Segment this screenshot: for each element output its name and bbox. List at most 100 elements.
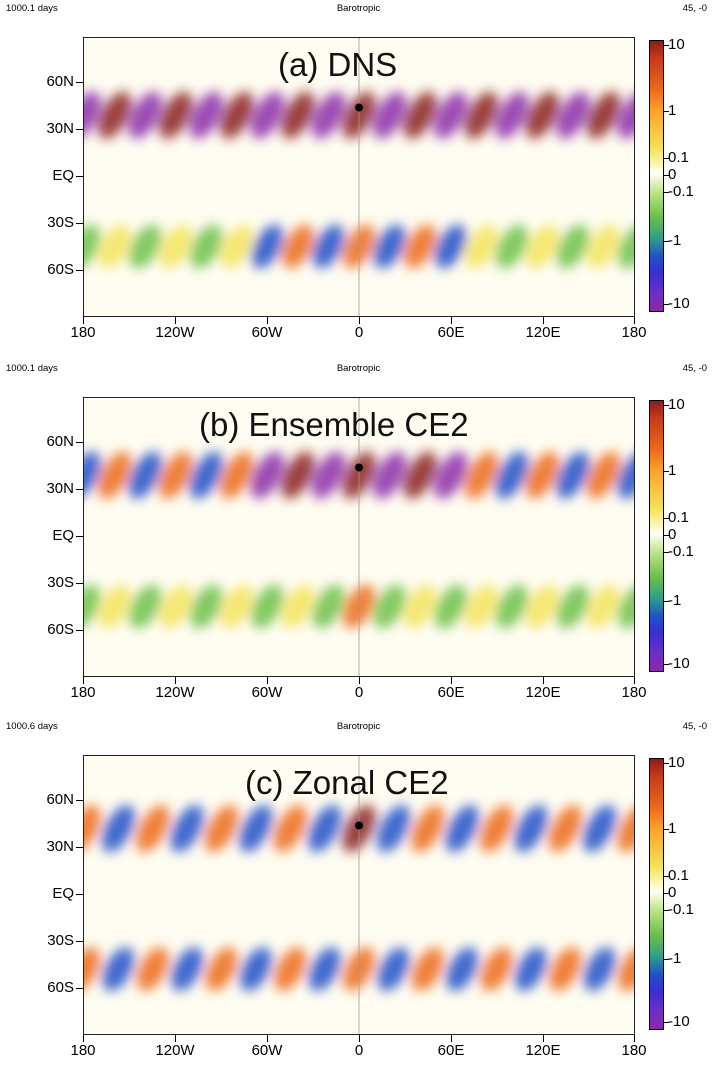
x-tick	[267, 677, 268, 684]
colorbar-label: -1	[668, 950, 682, 967]
south-wave-lobe	[514, 947, 547, 992]
south-wave-lobe	[617, 224, 634, 269]
south-wave-lobe	[281, 584, 314, 629]
colorbar-label: -0.1	[668, 183, 694, 200]
north-wave-lobe	[158, 91, 193, 139]
north-wave-lobe	[525, 91, 560, 139]
colorbar-label: 0.1	[668, 867, 689, 884]
y-tick	[76, 894, 84, 895]
south-wave-lobe	[129, 224, 162, 269]
south-wave-lobe	[404, 584, 437, 629]
x-tick-label: 180	[70, 324, 96, 341]
x-tick-label: 60W	[251, 1042, 283, 1059]
x-tick-label: 120W	[155, 684, 195, 701]
map-plot	[83, 37, 635, 317]
x-tick-label: 180	[621, 1042, 647, 1059]
south-wave-lobe	[84, 584, 101, 629]
north-wave-lobe	[97, 91, 132, 139]
south-wave-lobe	[465, 584, 498, 629]
north-wave-lobe	[582, 805, 617, 853]
south-wave-lobe	[220, 584, 253, 629]
colorbar-label: 1	[668, 820, 677, 837]
panel-b: 1000.1 days Barotropic 45, -0 (b) Ensemb…	[0, 360, 717, 712]
x-tick-label: 60E	[437, 324, 465, 341]
colorbar-tick	[664, 829, 669, 830]
y-tick-label: 30N	[46, 120, 74, 137]
colorbar	[649, 758, 664, 1030]
north-wave-lobe	[220, 451, 254, 499]
south-wave-lobe	[583, 947, 616, 992]
colorbar-label: 0	[668, 884, 677, 901]
x-tick	[543, 677, 544, 684]
colorbar-tick	[664, 471, 669, 472]
north-wave-lobe	[617, 805, 634, 853]
x-tick	[634, 1035, 635, 1042]
north-wave-lobe	[433, 91, 468, 139]
south-wave-lobe	[465, 224, 498, 269]
y-tick	[76, 988, 84, 989]
colorbar-tick	[664, 601, 669, 602]
north-wave-lobe	[281, 451, 315, 499]
x-tick-label: 0	[354, 1042, 364, 1059]
map-plot	[83, 397, 635, 677]
south-wave-lobe	[587, 584, 620, 629]
north-wave-lobe	[495, 91, 529, 139]
south-wave-lobe	[98, 224, 131, 269]
x-tick-label: 60W	[251, 324, 283, 341]
north-wave-lobe	[372, 451, 407, 499]
heatmap-svg	[84, 38, 634, 316]
north-wave-lobe	[189, 91, 223, 139]
x-tick	[175, 677, 176, 684]
y-tick-label: 60N	[46, 73, 74, 90]
north-wave-lobe	[101, 805, 136, 853]
y-tick	[76, 442, 84, 443]
x-tick-label: 180	[621, 684, 647, 701]
x-tick	[359, 317, 360, 324]
north-wave-lobe	[556, 91, 590, 139]
south-wave-lobe	[373, 584, 406, 629]
y-tick-label: 60N	[46, 791, 74, 808]
x-tick	[175, 1035, 176, 1042]
north-wave-lobe	[311, 451, 346, 499]
x-tick	[634, 317, 635, 324]
south-wave-lobe	[251, 224, 284, 269]
colorbar-tick	[664, 910, 669, 911]
panel-a-days: 1000.1 days	[6, 3, 58, 14]
south-wave-lobe	[308, 947, 341, 992]
south-wave-lobe	[220, 224, 253, 269]
colorbar-tick	[664, 959, 669, 960]
colorbar-label: 10	[668, 754, 685, 771]
x-tick	[83, 1035, 84, 1042]
x-tick	[83, 677, 84, 684]
north-wave-lobe	[479, 805, 514, 853]
x-tick-label: 120W	[155, 1042, 195, 1059]
south-wave-lobe	[434, 224, 467, 269]
colorbar-label: 0.1	[668, 149, 689, 166]
south-wave-lobe	[526, 224, 559, 269]
south-wave-lobe	[556, 224, 589, 269]
south-wave-lobe	[171, 947, 204, 992]
north-wave-lobe	[556, 451, 590, 499]
south-wave-lobe	[129, 584, 162, 629]
colorbar-tick	[664, 192, 669, 193]
panel-b-field: Barotropic	[336, 363, 381, 374]
north-wave-lobe	[617, 91, 634, 139]
colorbar-tick	[664, 518, 669, 519]
south-wave-lobe	[480, 947, 513, 992]
x-tick-label: 60E	[437, 684, 465, 701]
y-tick	[76, 270, 84, 271]
y-tick	[76, 223, 84, 224]
y-tick-label: 30S	[47, 574, 74, 591]
north-wave-lobe	[617, 451, 634, 499]
colorbar-label: 10	[668, 36, 685, 53]
point-marker	[355, 463, 363, 472]
north-wave-lobe	[204, 805, 239, 853]
north-wave-lobe	[273, 805, 307, 853]
south-wave-lobe	[434, 584, 467, 629]
panel-c: 1000.6 days Barotropic 45, -0 (c) Zonal …	[0, 718, 717, 1070]
north-wave-lobe	[403, 451, 437, 499]
south-wave-lobe	[281, 224, 314, 269]
south-wave-lobe	[411, 947, 444, 992]
y-tick-label: EQ	[52, 885, 74, 902]
x-tick-label: 60W	[251, 684, 283, 701]
